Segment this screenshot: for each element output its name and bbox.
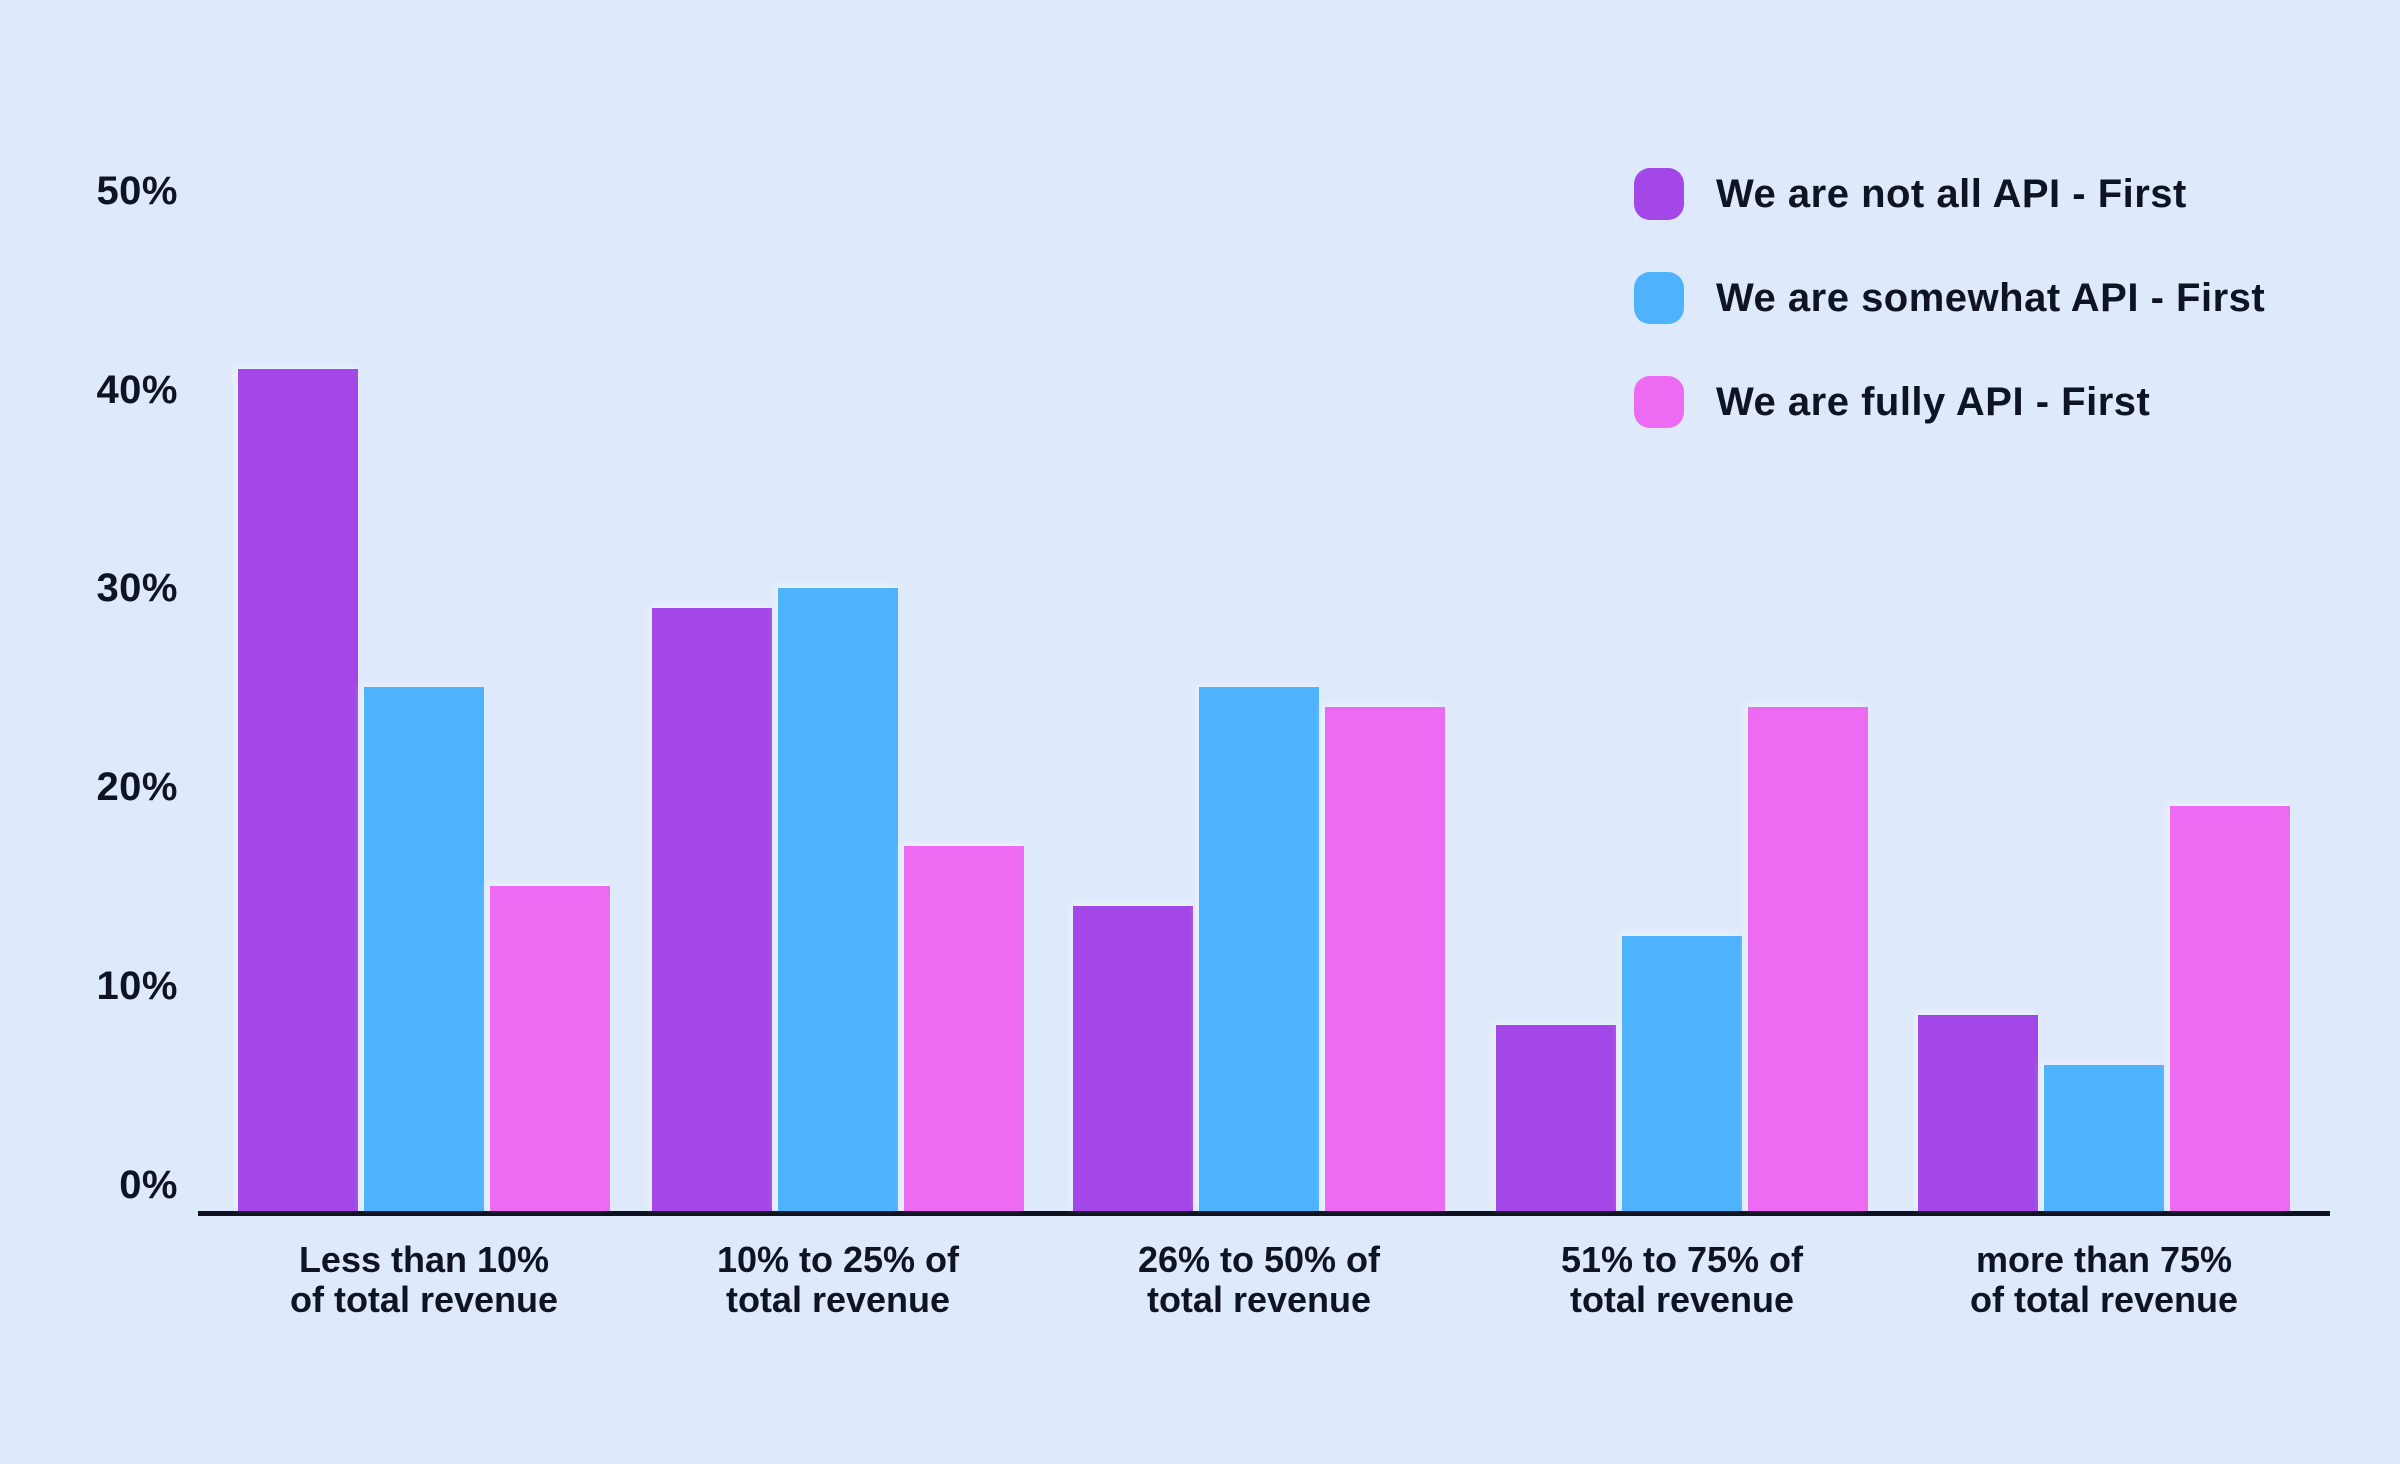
y-tick-label-0: 0% [119,1163,178,1207]
bar-fully-api-first [1325,706,1445,1211]
x-category-label: Less than 10% of total revenue [214,1240,634,1320]
legend-label: We are not all API - First [1716,171,2187,216]
y-tick-label-30: 30% [96,566,178,610]
bar-group-10-to-25 [652,587,1024,1211]
x-category-label: 51% to 75% of total revenue [1472,1240,1892,1320]
bar-fully-api-first [1748,706,1868,1211]
bar-somewhat-api-first [2044,1064,2164,1211]
bar-not-api-first [238,368,358,1211]
x-label-line1: Less than 10% [298,1239,550,1280]
y-tick-label-50: 50% [96,169,178,213]
x-label-line1: 51% to 75% of [1560,1239,1804,1280]
bar-somewhat-api-first [1199,687,1319,1211]
bar-group-more-than-75 [1918,806,2290,1211]
legend-label: We are fully API - First [1716,379,2151,424]
legend-swatch-pink [1634,376,1684,428]
legend-swatch-purple [1634,168,1684,220]
bar-fully-api-first [904,846,1024,1211]
x-label-line1: 26% to 50% of [1137,1239,1381,1280]
bar-not-api-first [1918,1015,2038,1211]
x-label-line1: more than 75% [1975,1239,2233,1280]
x-axis-line [198,1211,2330,1216]
bar-group-26-to-50 [1073,687,1445,1211]
bar-group-51-to-75 [1496,706,1868,1211]
legend-item-somewhat-api-first: We are somewhat API - First [1634,272,2265,324]
x-category-label: 26% to 50% of total revenue [1049,1240,1469,1320]
bar-somewhat-api-first [364,687,484,1211]
x-label-line2: of total revenue [289,1279,559,1320]
bar-somewhat-api-first [778,587,898,1211]
legend-item-not-api-first: We are not all API - First [1634,168,2265,220]
x-category-label: more than 75% of total revenue [1894,1240,2314,1320]
x-label-line2: of total revenue [1969,1279,2239,1320]
y-tick-label-40: 40% [96,368,178,412]
x-label-line2: total revenue [1146,1279,1372,1320]
bar-fully-api-first [2170,806,2290,1211]
legend-swatch-blue [1634,272,1684,324]
bar-not-api-first [652,607,772,1211]
bar-somewhat-api-first [1622,935,1742,1211]
x-label-line2: total revenue [725,1279,951,1320]
legend-label: We are somewhat API - First [1716,275,2266,320]
bar-not-api-first [1073,905,1193,1211]
bar-not-api-first [1496,1025,1616,1211]
bar-group-less-than-10 [238,368,610,1211]
y-tick-label-10: 10% [96,964,178,1008]
legend: We are not all API - First We are somewh… [1634,168,2265,428]
x-label-line1: 10% to 25% of [716,1239,960,1280]
legend-item-fully-api-first: We are fully API - First [1634,376,2265,428]
y-tick-label-20: 20% [96,765,178,809]
bar-fully-api-first [490,885,610,1211]
x-label-line2: total revenue [1569,1279,1795,1320]
x-category-label: 10% to 25% of total revenue [628,1240,1048,1320]
